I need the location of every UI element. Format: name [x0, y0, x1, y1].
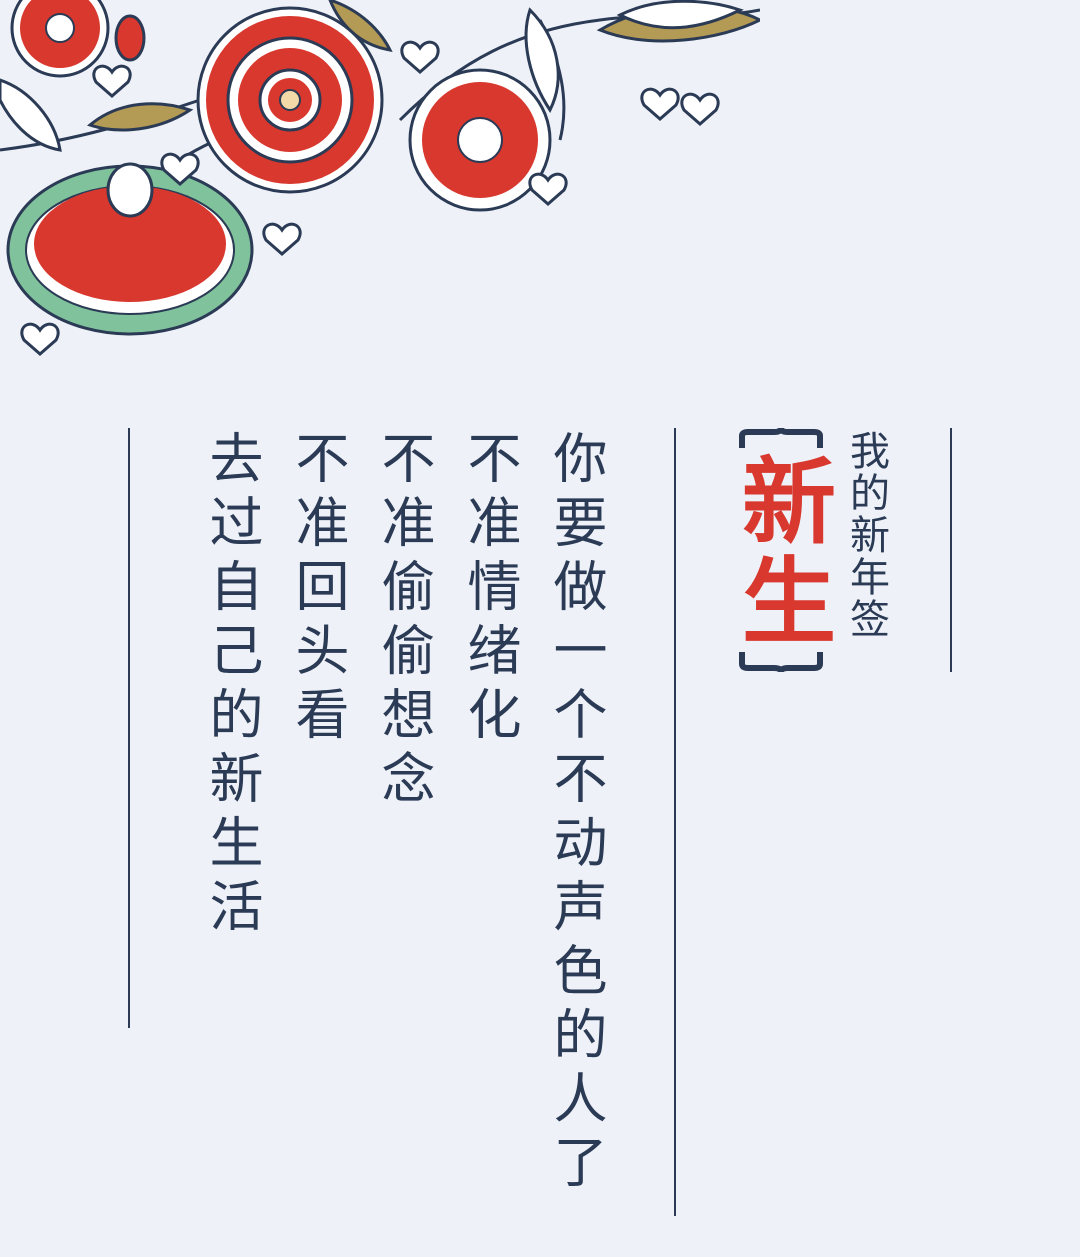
bracket-bottom-icon	[739, 652, 823, 672]
line-2: 不准情绪化	[458, 430, 521, 750]
subtitle: 我的新年签	[843, 430, 889, 640]
line-4: 不准回头看	[286, 430, 349, 750]
line-3: 不准偷偷想念	[372, 430, 435, 814]
floral-decoration	[0, 0, 760, 356]
divider-left	[128, 428, 130, 1028]
line-1: 你要做一个不动声色的人了	[544, 430, 607, 1198]
divider-right	[950, 428, 952, 672]
line-5: 去过自己的新生活	[200, 430, 263, 942]
divider-middle	[674, 428, 676, 1216]
card-title: 新生	[726, 452, 836, 652]
bracket-top-icon	[739, 428, 823, 448]
